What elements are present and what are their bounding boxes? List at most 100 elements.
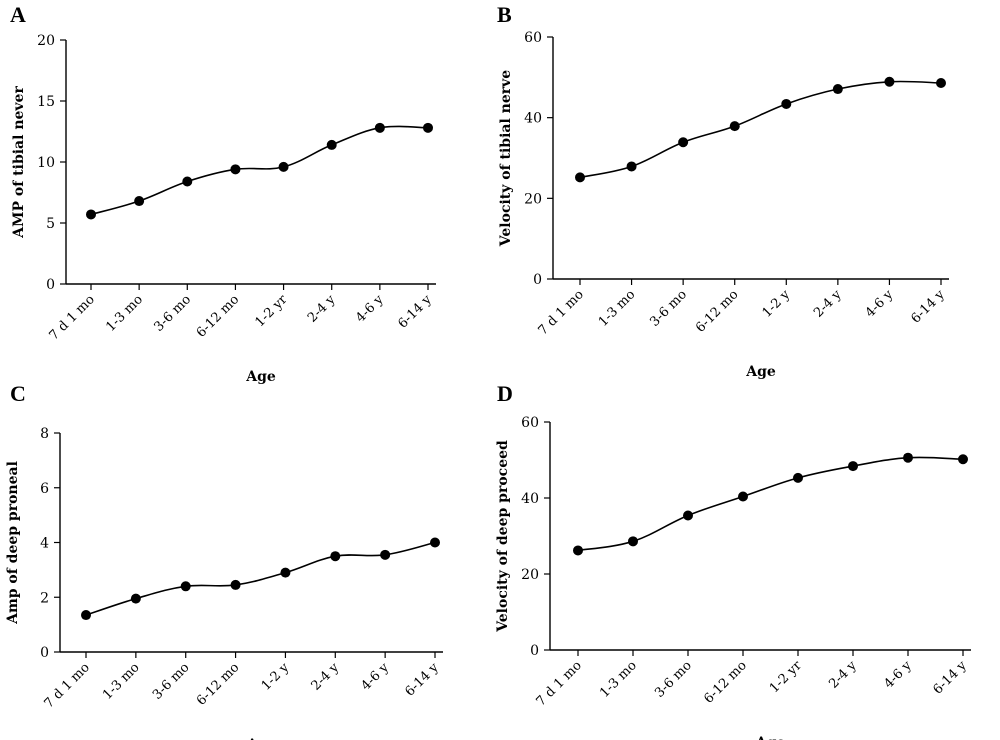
data-point: [230, 164, 241, 175]
x-tick-label: 1-2 y: [259, 660, 293, 694]
data-point: [134, 196, 145, 207]
y-tick-label: 0: [46, 277, 55, 293]
x-tick-label: 3-6 mo: [647, 287, 690, 330]
panel-b: B 0 20 40 60 7 d 1 mo 1-3 mo 3-6 mo 6-12 mo 1-2 y…: [497, 2, 949, 380]
y-axis-title: AMP of tibial never: [11, 86, 27, 239]
x-tick-label: 7 d 1 mo: [536, 287, 587, 338]
x-axis-title: Age: [755, 735, 786, 740]
series-line: [577, 456, 964, 552]
data-point: [180, 581, 191, 592]
y-axis-title: Velocity of deep proceed: [495, 440, 511, 633]
x-tick-label: 3-6 mo: [152, 292, 195, 335]
panel-label: C: [10, 381, 26, 406]
data-point: [729, 121, 740, 132]
data-point: [380, 549, 391, 560]
data-point: [423, 122, 433, 133]
data-point: [278, 161, 289, 172]
x-axis-title: Age: [246, 737, 277, 740]
data-point: [903, 452, 913, 463]
y-tick-label: 15: [37, 94, 55, 110]
x-tick-label: 4-6 y: [353, 292, 387, 326]
data-point: [573, 545, 583, 556]
x-tick-label: 6-14 y: [930, 658, 970, 698]
x-tick-label: 1-3 mo: [100, 660, 143, 703]
data-point: [832, 84, 843, 95]
y-tick-label: 0: [533, 272, 542, 288]
x-tick-label: 6-12 mo: [693, 287, 742, 336]
x-tick-label: 1-2 yr: [767, 658, 805, 696]
y-tick-label: 20: [521, 567, 539, 583]
data-point: [81, 610, 91, 621]
panel-a: A 0 5 10 15 20 7 d 1 mo 1-3 mo 3-6 mo 6-12 mo 1-2 …: [10, 2, 436, 385]
y-tick-label: 5: [46, 216, 55, 232]
y-tick-label: 6: [40, 481, 49, 497]
y-tick-label: 2: [40, 590, 49, 606]
data-point: [575, 172, 585, 183]
data-point: [738, 491, 748, 502]
y-axis-title: Velocity of tibial nerve: [498, 70, 514, 247]
data-point: [793, 472, 803, 483]
panel-d: D 0 20 40 60 7 d 1 mo 1-3 mo 3-6 mo 6-12 mo 1-2 y…: [495, 381, 971, 740]
x-tick-label: 6-14 y: [395, 292, 435, 332]
data-point: [678, 137, 689, 148]
data-point: [182, 176, 193, 187]
x-tick-label: 6-12 mo: [194, 292, 243, 341]
data-point: [936, 77, 946, 88]
panel-label: A: [10, 2, 26, 27]
data-point: [848, 461, 858, 472]
x-tick-label: 1-2 y: [760, 287, 794, 321]
x-tick-label: 2-4 y: [811, 287, 845, 321]
x-tick-label: 2-4 y: [826, 658, 860, 692]
x-tick-label: 7 d 1 mo: [42, 660, 93, 711]
x-axis-title: Age: [245, 369, 276, 385]
data-point: [326, 139, 337, 150]
y-tick-label: 4: [40, 536, 49, 552]
data-point: [683, 510, 693, 521]
panel-label: B: [497, 2, 512, 27]
data-point: [781, 98, 792, 109]
x-tick-label: 7 d 1 mo: [534, 658, 585, 709]
data-point: [374, 122, 385, 133]
y-tick-label: 60: [524, 30, 542, 46]
x-tick-label: 6-12 mo: [701, 658, 750, 707]
y-tick-label: 0: [530, 643, 539, 659]
x-tick-label: 1-3 mo: [596, 287, 639, 330]
y-tick-label: 60: [521, 415, 539, 431]
x-tick-label: 1-3 mo: [597, 658, 640, 701]
panel-c: C 0 2 4 6 8 7 d 1 mo 1-3 mo 3-6 mo 6-12 mo 1-2 y 2-…: [5, 381, 443, 740]
data-point: [958, 454, 968, 465]
data-point: [230, 579, 241, 590]
x-tick-label: 2-4 y: [305, 292, 339, 326]
data-point: [280, 567, 291, 578]
y-tick-label: 40: [524, 111, 542, 127]
data-point: [430, 537, 440, 548]
x-tick-label: 6-14 y: [402, 660, 442, 700]
x-tick-label: 7 d 1 mo: [47, 292, 98, 343]
y-tick-label: 20: [37, 33, 55, 49]
x-tick-label: 4-6 y: [881, 658, 915, 692]
x-tick-label: 6-12 mo: [194, 660, 243, 709]
y-tick-label: 20: [524, 191, 542, 207]
x-tick-label: 3-6 mo: [150, 660, 193, 703]
y-tick-label: 0: [40, 645, 49, 661]
data-point: [626, 161, 637, 172]
data-point: [86, 209, 96, 220]
x-tick-label: 6-14 y: [908, 287, 948, 327]
y-tick-label: 40: [521, 491, 539, 507]
y-tick-label: 8: [40, 426, 49, 442]
x-axis-title: Age: [745, 364, 776, 380]
x-tick-label: 4-6 y: [358, 660, 392, 694]
data-point: [130, 593, 141, 604]
data-point: [884, 76, 895, 87]
y-axis-title: Amp of deep proneal: [5, 461, 21, 625]
x-tick-label: 2-4 y: [309, 660, 343, 694]
panel-label: D: [497, 381, 513, 406]
data-point: [330, 551, 341, 562]
data-point: [628, 536, 638, 547]
x-tick-label: 1-2 yr: [252, 292, 290, 330]
x-tick-label: 4-6 y: [863, 287, 897, 321]
y-tick-label: 10: [37, 155, 55, 171]
x-tick-label: 3-6 mo: [652, 658, 695, 701]
